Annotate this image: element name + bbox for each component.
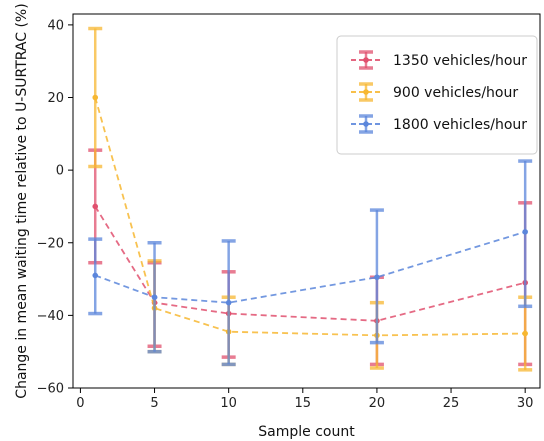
legend-item: 1800 vehicles/hour xyxy=(351,114,527,134)
x-tick-label: 30 xyxy=(517,396,534,411)
legend-item: 900 vehicles/hour xyxy=(351,82,518,102)
x-tick-label: 15 xyxy=(295,396,312,411)
series-layer xyxy=(88,26,533,372)
series-line xyxy=(94,231,526,304)
legend-label: 1350 vehicles/hour xyxy=(393,53,527,69)
legend-label: 1800 vehicles/hour xyxy=(393,117,527,133)
x-tick-label: 25 xyxy=(443,396,460,411)
axes: 0 5 10 15 20 25 30 −60 −40 −20 0 20 40 xyxy=(37,13,541,411)
y-tick-label: −20 xyxy=(37,236,64,251)
y-tick-label: −60 xyxy=(37,382,64,397)
legend-box xyxy=(336,35,538,155)
data-point xyxy=(522,229,528,235)
x-tick-label: 0 xyxy=(76,396,84,411)
data-point xyxy=(151,294,158,301)
plot-frame xyxy=(72,13,541,389)
x-tick-label: 10 xyxy=(220,396,237,411)
x-axis-label: Sample count xyxy=(258,424,355,440)
data-point xyxy=(522,330,528,337)
y-tick-label: 40 xyxy=(47,18,64,33)
data-point xyxy=(92,94,99,101)
x-tick-label: 5 xyxy=(150,396,158,411)
legend: 1350 vehicles/hour 900 vehicles/hour 1800 … xyxy=(336,35,538,155)
data-point xyxy=(92,203,99,210)
data-point xyxy=(374,274,380,281)
legend-marker xyxy=(363,121,369,127)
x-tick-label: 20 xyxy=(369,396,386,411)
series-3 xyxy=(88,159,533,367)
y-tick-label: −40 xyxy=(37,309,64,324)
series-line xyxy=(94,97,526,337)
y-tick-label: 20 xyxy=(47,91,64,106)
legend-label: 900 vehicles/hour xyxy=(393,85,518,101)
y-tick-label: 0 xyxy=(56,164,64,179)
y-axis-label: Change in mean waiting time relative to … xyxy=(14,3,30,398)
data-point xyxy=(92,272,99,279)
legend-marker xyxy=(363,57,369,63)
legend-item: 1350 vehicles/hour xyxy=(351,50,527,70)
data-point xyxy=(225,299,232,306)
series-line xyxy=(94,205,526,322)
legend-marker xyxy=(363,89,369,95)
